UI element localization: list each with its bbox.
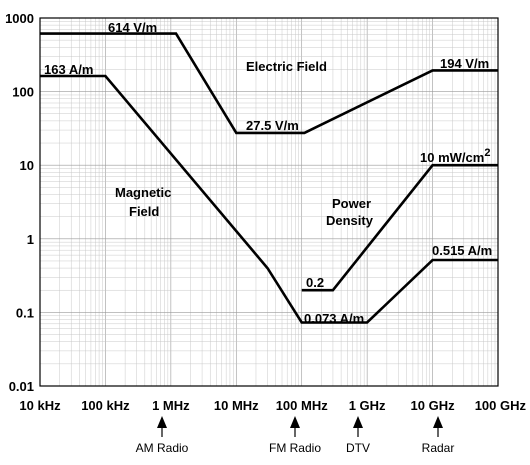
annotations: 614 V/m 163 A/m Electric Field 194 V/m 2… [44, 20, 492, 326]
label-power-0-2: 0.2 [306, 275, 324, 290]
x-tick-label: 1 MHz [152, 398, 190, 413]
x-tick-label: 10 GHz [411, 398, 456, 413]
band-fm-radio: FM Radio [269, 416, 321, 455]
y-tick-label: 1000 [5, 11, 34, 26]
y-tick-label: 0.1 [16, 305, 34, 320]
label-electric-27-5: 27.5 V/m [246, 118, 299, 133]
label-magnetic-163: 163 A/m [44, 62, 93, 77]
x-tick-label: 10 kHz [19, 398, 61, 413]
chart-grid [39, 18, 498, 387]
y-tick-label: 0.01 [9, 379, 34, 394]
x-tick-label: 10 MHz [214, 398, 259, 413]
band-radar-label: Radar [422, 441, 455, 455]
y-tick-label: 1 [27, 232, 34, 247]
x-tick-label: 100 MHz [276, 398, 329, 413]
label-power-10-sup: 2 [484, 147, 490, 159]
label-power-density-1: Power [332, 196, 371, 211]
series-line-electric-field [40, 32, 498, 135]
label-magnetic-0-073: 0.073 A/m [304, 311, 364, 326]
band-dtv-label: DTV [346, 441, 370, 455]
x-tick-label: 100 GHz [475, 398, 527, 413]
series-line-magnetic-field [40, 74, 498, 324]
band-dtv: DTV [346, 416, 370, 455]
label-electric-field: Electric Field [246, 59, 327, 74]
label-power-density-2: Density [326, 213, 374, 228]
y-tick-label: 10 [20, 158, 34, 173]
band-dtv-arrow-head [353, 416, 363, 428]
x-axis-tick-labels: 10 kHz 100 kHz 1 MHz 10 MHz 100 MHz 1 GHz 10 G… [19, 398, 526, 413]
y-axis-tick-labels: 0.01 0.1 1 10 100 1000 [5, 11, 34, 394]
label-magnetic-field-2: Field [129, 204, 159, 219]
band-markers: AM Radio FM Radio DTV Radar [136, 416, 455, 455]
band-radar-arrow-head [433, 416, 443, 428]
series-line-power-density [301, 163, 498, 292]
y-tick-label: 100 [12, 85, 34, 100]
band-am-radio-arrow-head [157, 416, 167, 428]
label-power-10-base: 10 mW/cm [420, 150, 484, 165]
band-radar: Radar [422, 416, 455, 455]
band-fm-radio-arrow-head [290, 416, 300, 428]
band-am-radio-label: AM Radio [136, 441, 189, 455]
label-magnetic-field-1: Magnetic [115, 185, 171, 200]
label-electric-194: 194 V/m [440, 56, 489, 71]
x-tick-label: 1 GHz [349, 398, 386, 413]
label-magnetic-0-515: 0.515 A/m [432, 243, 492, 258]
band-am-radio: AM Radio [136, 416, 189, 455]
band-fm-radio-label: FM Radio [269, 441, 321, 455]
chart-series [40, 32, 498, 324]
label-power-10: 10 mW/cm2 [420, 147, 490, 165]
plot-frame [39, 17, 499, 387]
label-electric-614: 614 V/m [108, 20, 157, 35]
x-tick-label: 100 kHz [81, 398, 130, 413]
